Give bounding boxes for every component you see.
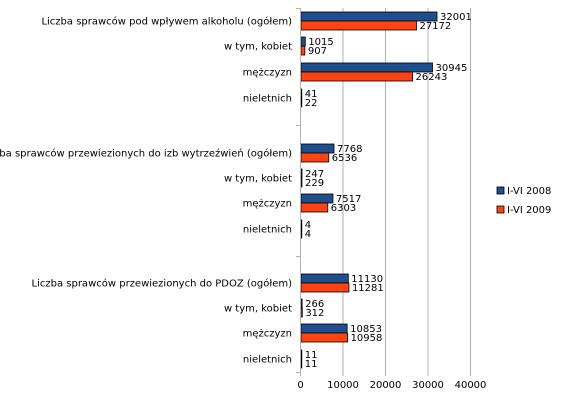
bar-series2 [300,282,350,293]
data-label: 26243 [416,72,448,83]
bar-series2 [300,202,329,213]
data-label: 22 [305,98,318,109]
data-label: 27172 [419,21,451,32]
bar-series1 [300,88,303,99]
category-label: nieletnich [243,94,292,105]
category-label: Liczba sprawców pod wpływem alkoholu (og… [41,16,292,28]
data-label: 1015 [308,37,333,48]
data-label: 4 [305,229,311,240]
bar-series2 [300,228,303,239]
bar-series1 [300,168,303,179]
category-label: mężczyzn [243,329,292,340]
bar-series2 [300,20,417,31]
data-label: 32001 [440,12,472,23]
bar-series1 [300,143,335,154]
labels-layer: Liczba sprawców pod wpływem alkoholu (og… [0,12,472,370]
legend-swatch [496,186,505,195]
bar-series2 [300,45,306,56]
legend-label: I-VI 2008 [507,186,551,197]
x-tick-label: 30000 [412,380,444,391]
data-label: 41 [305,89,318,100]
x-tick-label: 40000 [455,380,487,391]
legend-label: I-VI 2009 [507,205,551,216]
data-label: 11 [305,359,318,370]
category-label: w tym, kobiet [224,304,292,315]
bar-series1 [300,62,433,73]
legend-swatch [496,205,505,214]
bar-series2 [300,71,413,82]
data-label: 6303 [331,203,356,214]
legend: I-VI 2008 I-VI 2009 [496,186,551,216]
data-label: 7517 [336,194,361,205]
bar-series2 [300,177,303,188]
category-label: Liczba sprawców przewiezionych do PDOZ (… [32,278,293,290]
bar-series2 [300,358,303,369]
x-tick-label: 20000 [370,380,402,391]
category-label: nieletnich [243,225,292,236]
bar-series1 [300,349,303,360]
category-label: mężczyzn [243,68,292,79]
data-label: 247 [305,169,324,180]
bar-series1 [300,193,334,204]
data-label: 11130 [351,274,383,285]
category-label: Liczba sprawców przewiezionych do izb wy… [0,148,292,160]
data-label: 4 [305,220,311,231]
data-label: 11 [305,350,318,361]
data-label: 907 [308,46,327,57]
bar-series1 [300,273,349,284]
data-label: 10853 [350,324,382,335]
category-label: w tym, kobiet [224,174,292,185]
category-label: mężczyzn [243,199,292,210]
axis-layer: 0 10000 20000 30000 40000 [296,8,486,391]
data-label: 10958 [351,333,383,344]
bar-series1 [300,219,303,230]
data-label: 11281 [352,283,384,294]
data-label: 6536 [332,153,357,164]
bar-series1 [300,36,306,47]
bar-series2 [300,332,348,343]
data-label: 229 [305,178,324,189]
bar-series2 [300,152,330,163]
bar-series2 [300,307,303,318]
data-label: 7768 [337,144,362,155]
bar-series1 [300,323,348,334]
category-label: nieletnich [243,355,292,366]
data-label: 30945 [436,63,468,74]
category-label: w tym, kobiet [224,42,292,53]
data-label: 266 [305,299,324,310]
data-label: 312 [305,308,324,319]
bar-series2 [300,97,303,108]
bar-series1 [300,298,303,309]
bar-series1 [300,11,438,22]
x-tick-label: 0 [297,380,303,391]
x-tick-label: 10000 [327,380,359,391]
